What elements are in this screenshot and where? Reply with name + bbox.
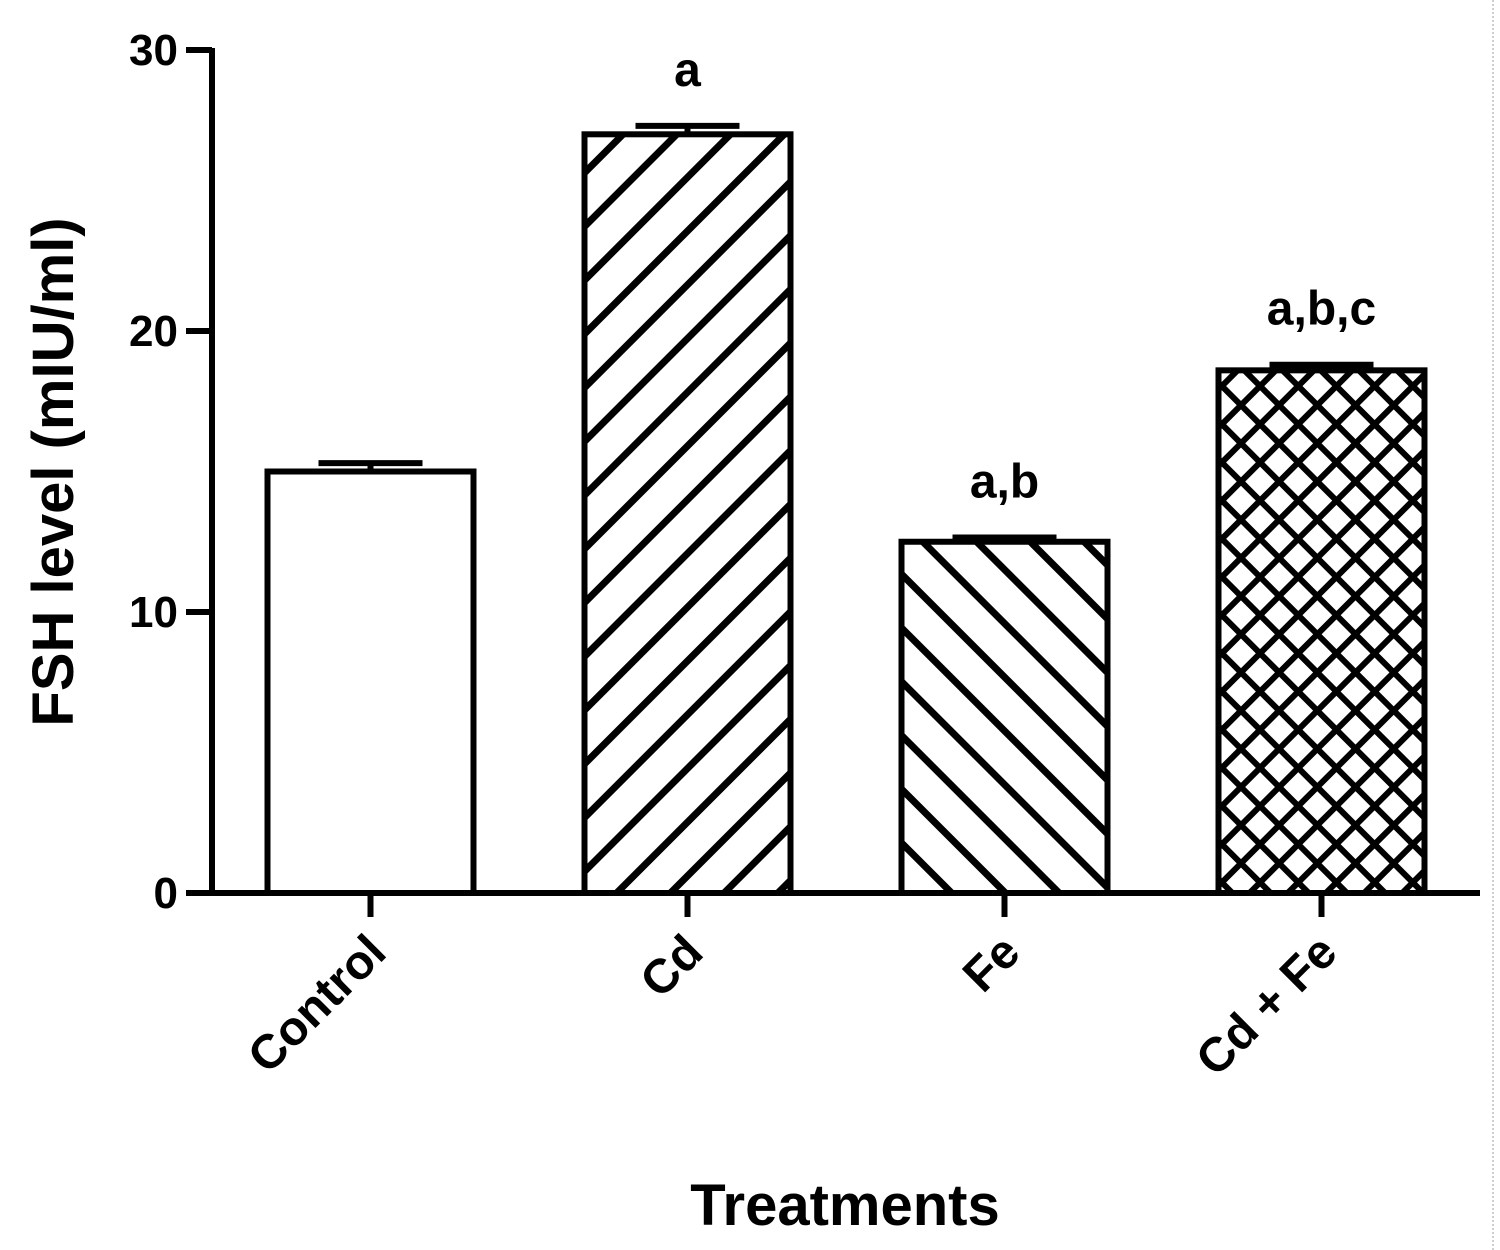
x-tick-label: Fe bbox=[953, 925, 1030, 1002]
y-axis: 0 10 20 30 bbox=[129, 26, 215, 918]
significance-label: a,b,c bbox=[1267, 283, 1376, 336]
y-tick-label: 10 bbox=[129, 588, 178, 637]
y-axis-title: FSH level (mIU/ml) bbox=[21, 217, 86, 726]
x-tick-label: Control bbox=[238, 925, 396, 1083]
significance-label: a,b bbox=[970, 456, 1039, 509]
y-tick-label: 0 bbox=[154, 869, 178, 918]
bars-group bbox=[264, 122, 1428, 897]
y-tick-label: 30 bbox=[129, 26, 178, 75]
image-border bbox=[1492, 0, 1494, 1250]
bar-fe bbox=[898, 538, 1111, 896]
bar-cd-fe bbox=[1215, 367, 1428, 896]
significance-label: a bbox=[674, 44, 701, 97]
bar-cd bbox=[581, 131, 794, 897]
x-tick-label: Cd bbox=[631, 925, 714, 1008]
x-axis-title: Treatments bbox=[690, 1173, 999, 1238]
x-axis bbox=[209, 890, 1480, 917]
x-tick-label: Cd + Fe bbox=[1186, 925, 1347, 1086]
bar-control bbox=[264, 468, 477, 896]
y-tick-label: 20 bbox=[129, 307, 178, 356]
